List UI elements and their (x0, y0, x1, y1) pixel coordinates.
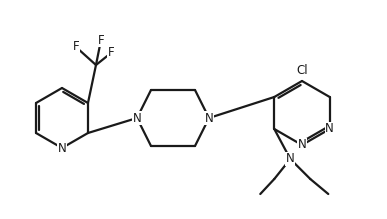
Text: N: N (205, 111, 213, 124)
Text: N: N (58, 141, 67, 154)
Text: F: F (98, 34, 104, 46)
Text: Cl: Cl (296, 64, 308, 76)
Text: N: N (298, 138, 307, 152)
Text: F: F (73, 41, 79, 53)
Text: N: N (325, 122, 334, 136)
Text: F: F (108, 46, 114, 60)
Text: N: N (133, 111, 141, 124)
Text: N: N (286, 152, 295, 166)
